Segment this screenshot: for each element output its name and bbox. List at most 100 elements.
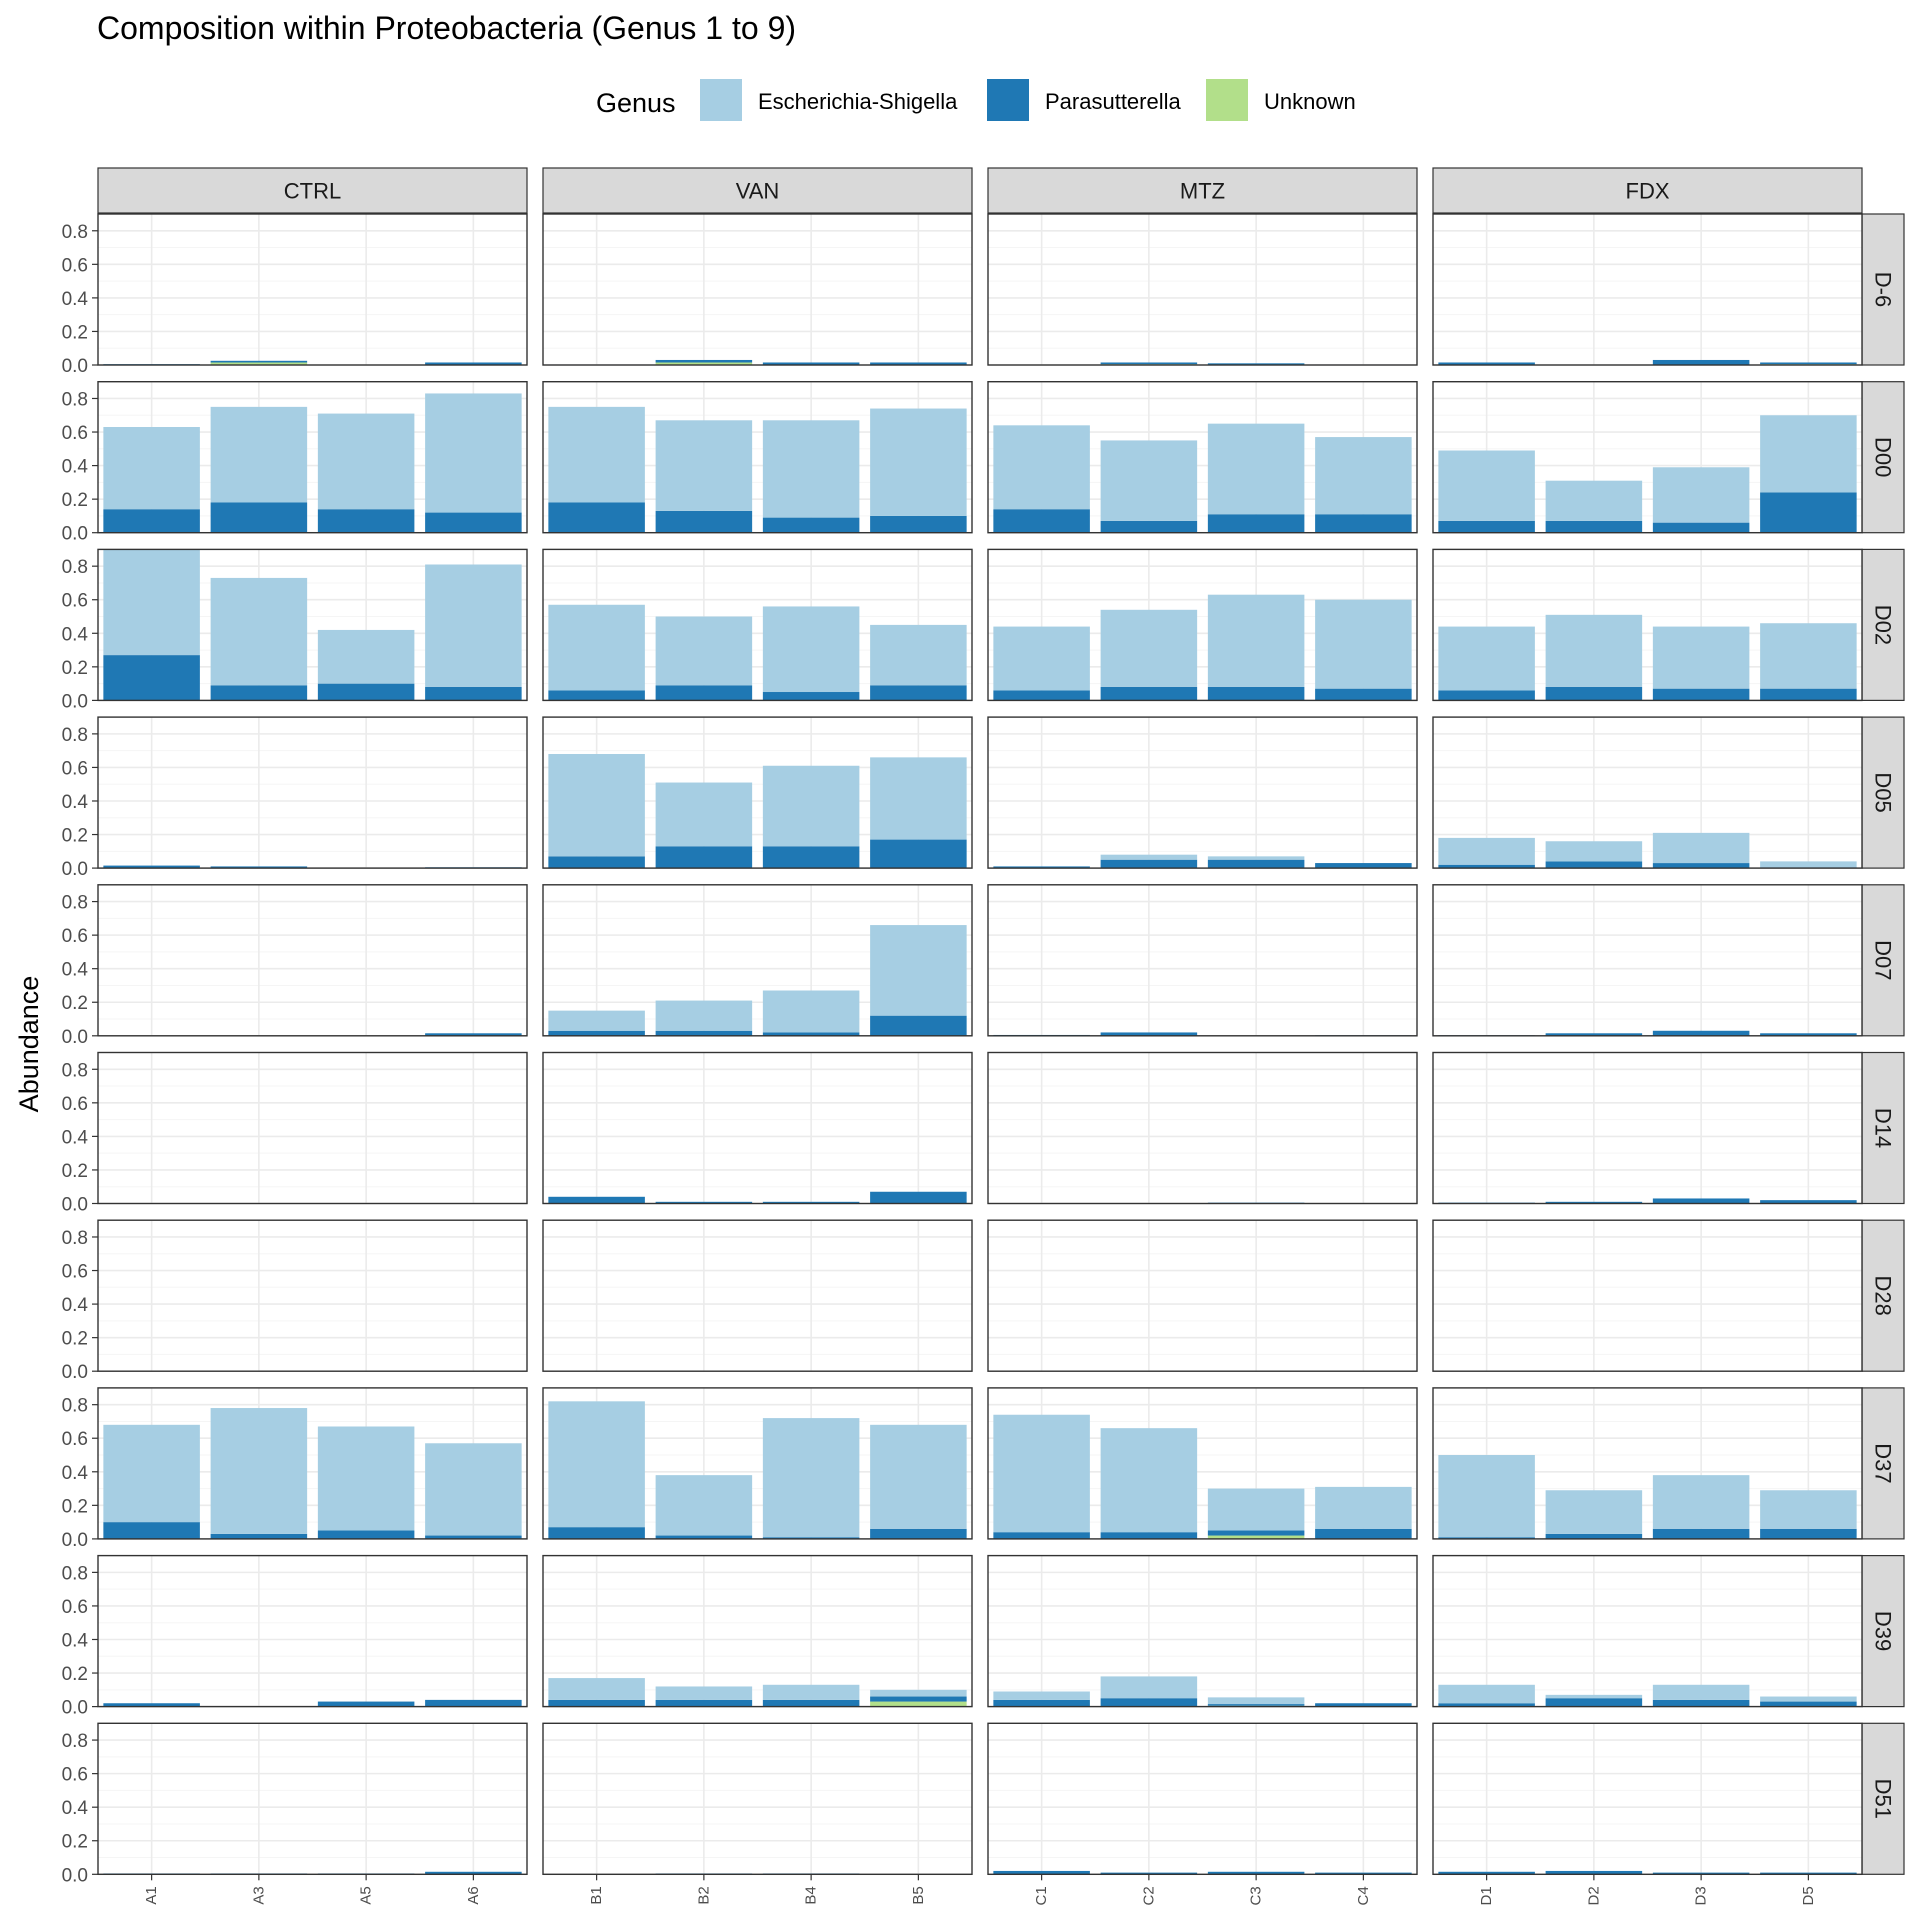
bar-escherichia-d02-c4	[1315, 599, 1412, 689]
bar-parasutterella-d07-d3	[1652, 1030, 1750, 1036]
x-tick-label-b4: B4	[803, 1886, 820, 1904]
bar-parasutterella-d39-a5	[317, 1701, 415, 1707]
bar-parasutterella-d39-c3	[1207, 1704, 1305, 1706]
bar-parasutterella-d-6-d1	[1438, 362, 1535, 365]
bar-parasutterella-d37-c3	[1207, 1530, 1305, 1536]
legend-swatch-unknown	[1206, 79, 1248, 121]
panel-border	[1432, 1387, 1863, 1540]
facet-strip-label-mtz: MTZ	[1180, 179, 1225, 204]
bar-parasutterella-d39-b1	[548, 1699, 645, 1707]
bar-parasutterella-d02-d2	[1545, 686, 1643, 701]
bar-parasutterella-d37-c4	[1315, 1528, 1412, 1539]
x-tick-label-c4: C4	[1355, 1886, 1372, 1905]
x-tick-label-b2: B2	[695, 1886, 712, 1904]
bar-escherichia-d37-b4	[762, 1418, 860, 1538]
bar-escherichia-d05-b5	[870, 757, 967, 840]
bar-escherichia-d05-d1	[1438, 837, 1535, 865]
bar-escherichia-d00-b5	[870, 408, 967, 516]
bar-escherichia-d05-c3	[1207, 856, 1305, 860]
panel-border	[987, 1219, 1418, 1372]
row-strip-label-d07: D07	[1871, 940, 1896, 980]
panel-d51-van	[543, 1723, 972, 1875]
bar-escherichia-d02-c3	[1207, 594, 1305, 687]
bar-parasutterella-d00-a5	[317, 509, 415, 533]
bar-parasutterella-d37-b1	[548, 1527, 645, 1539]
bar-parasutterella-d02-b4	[762, 692, 860, 701]
bar-parasutterella-d39-d3	[1652, 1699, 1750, 1707]
row-strip-d51	[1861, 1722, 1905, 1875]
x-tick-label-a6: A6	[465, 1886, 482, 1904]
panel-d14-van	[543, 1052, 972, 1204]
bar-escherichia-d07-b5	[870, 925, 967, 1016]
bar-parasutterella-d37-a5	[317, 1530, 415, 1539]
y-axis-label: Abundance	[14, 976, 44, 1113]
bar-unknown-d37-c3	[1207, 1535, 1305, 1539]
row-strip-d37	[1861, 1387, 1905, 1540]
panel-border	[97, 884, 528, 1037]
y-tick-label: 0.2	[62, 1832, 88, 1853]
bar-escherichia-d05-d2	[1545, 841, 1643, 862]
x-tick-label-b1: B1	[588, 1886, 605, 1904]
chart-title: Composition within Proteobacteria (Genus…	[97, 10, 796, 46]
bar-escherichia-d39-b5	[870, 1689, 967, 1697]
bar-parasutterella-d37-c1	[993, 1532, 1090, 1539]
bar-parasutterella-d39-b4	[762, 1699, 860, 1707]
y-tick-label: 0.4	[62, 960, 89, 981]
bar-parasutterella-d00-a3	[210, 502, 308, 533]
bar-escherichia-d37-c4	[1315, 1486, 1412, 1529]
y-tick-label: 0.4	[62, 289, 89, 310]
bar-parasutterella-d05-c3	[1207, 859, 1305, 869]
row-strip-label-d00: D00	[1871, 437, 1896, 477]
y-tick-label: 0.4	[62, 792, 89, 813]
panel-border	[987, 1722, 1418, 1876]
bar-parasutterella-d07-b5	[870, 1015, 967, 1036]
facet-grid: CTRL VAN MTZ FDX D-6 0.0 0.2 0.4 0.6 0.8 D00 0.0 0.2…	[62, 167, 1905, 1905]
facet-strip-label-fdx: FDX	[1626, 179, 1670, 204]
y-tick-label: 0.6	[62, 1765, 88, 1786]
bar-escherichia-d05-b1	[548, 754, 645, 857]
bar-parasutterella-d39-d1	[1438, 1703, 1535, 1707]
y-tick-label: 0.6	[62, 1094, 88, 1115]
panel-border	[1432, 1554, 1863, 1708]
bar-escherichia-d02-d1	[1438, 626, 1535, 691]
row-strip-label-d02: D02	[1871, 605, 1896, 645]
bar-parasutterella-d37-d3	[1652, 1528, 1750, 1539]
bar-unknown-d39-b5	[870, 1701, 967, 1707]
bar-parasutterella-d14-d3	[1652, 1198, 1750, 1204]
bar-parasutterella-d02-c4	[1315, 688, 1412, 701]
row-strip-d39	[1861, 1554, 1905, 1708]
bar-parasutterella-d39-d2	[1545, 1698, 1643, 1707]
bar-parasutterella-d05-c2	[1100, 859, 1198, 869]
bar-escherichia-d02-a5	[317, 629, 415, 684]
bar-parasutterella-d37-b5	[870, 1528, 967, 1539]
bar-escherichia-d00-a6	[425, 393, 522, 513]
bar-escherichia-d05-b2	[655, 782, 753, 847]
panel-border	[1432, 381, 1863, 534]
row-strip-d07	[1861, 884, 1905, 1037]
x-tick-label-b5: B5	[910, 1886, 927, 1904]
bar-escherichia-d39-c2	[1100, 1676, 1198, 1699]
y-tick-label: 0.6	[62, 1597, 88, 1618]
bar-escherichia-d02-d2	[1545, 614, 1643, 687]
panel-d51-fdx	[1433, 1723, 1862, 1875]
facet-strip-fdx	[1432, 167, 1863, 214]
y-tick-label: 0.0	[62, 1698, 88, 1719]
bar-escherichia-d37-a3	[210, 1408, 308, 1534]
bar-parasutterella-d37-d5	[1760, 1528, 1857, 1539]
bar-escherichia-d00-b1	[548, 406, 645, 503]
bar-escherichia-d39-d3	[1652, 1684, 1750, 1700]
bar-parasutterella-d02-d5	[1760, 688, 1857, 701]
bar-parasutterella-d00-c3	[1207, 514, 1305, 533]
panel-d-6-van	[543, 214, 972, 365]
x-tick-label-a5: A5	[358, 1886, 375, 1904]
panel-border	[542, 1554, 973, 1708]
bar-escherichia-d39-b2	[655, 1686, 753, 1700]
bar-parasutterella-d02-a1	[103, 655, 200, 701]
y-tick-label: 0.8	[62, 1396, 88, 1417]
bar-escherichia-d02-b2	[655, 616, 753, 686]
bar-parasutterella-d07-c2	[1100, 1032, 1198, 1036]
panel-border	[987, 716, 1418, 869]
bar-parasutterella-d02-d3	[1652, 688, 1750, 701]
panel-border	[542, 716, 973, 869]
panel-d14-fdx	[1433, 1052, 1862, 1204]
